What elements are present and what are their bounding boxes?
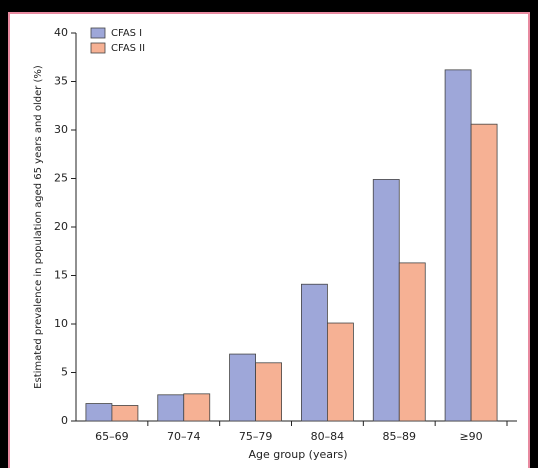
x-tick-label: 80–84 — [311, 430, 345, 443]
x-tick-label: ≥90 — [459, 430, 482, 443]
x-tick-label: 85–89 — [383, 430, 417, 443]
bar — [158, 395, 184, 421]
bar — [230, 354, 256, 421]
bar — [471, 124, 497, 421]
bar — [373, 179, 399, 421]
y-tick-label: 30 — [54, 123, 68, 136]
bar — [112, 405, 138, 421]
x-axis-label: Age group (years) — [248, 448, 347, 461]
bar — [256, 363, 282, 421]
y-tick-label: 25 — [54, 172, 68, 185]
y-tick-label: 15 — [54, 269, 68, 282]
x-tick-label: 65–69 — [95, 430, 129, 443]
y-tick-label: 40 — [54, 26, 68, 39]
bar — [399, 263, 425, 421]
y-tick-label: 5 — [61, 366, 68, 379]
legend-label: CFAS I — [111, 28, 142, 39]
y-tick-label: 0 — [61, 414, 68, 427]
legend-label: CFAS II — [111, 43, 145, 54]
y-tick-label: 10 — [54, 317, 68, 330]
legend-swatch — [91, 28, 105, 38]
x-tick-label: 75–79 — [239, 430, 273, 443]
x-tick-label: 70–74 — [167, 430, 201, 443]
y-axis-label: Estimated prevalence in population aged … — [33, 65, 44, 389]
bar — [301, 284, 327, 421]
bar — [86, 404, 112, 421]
legend-swatch — [91, 43, 105, 53]
chart: Estimated prevalence in population aged … — [0, 0, 538, 468]
bar — [184, 394, 210, 421]
y-tick-label: 20 — [54, 220, 68, 233]
bar — [327, 323, 353, 421]
bar — [445, 70, 471, 421]
y-tick-label: 35 — [54, 75, 68, 88]
